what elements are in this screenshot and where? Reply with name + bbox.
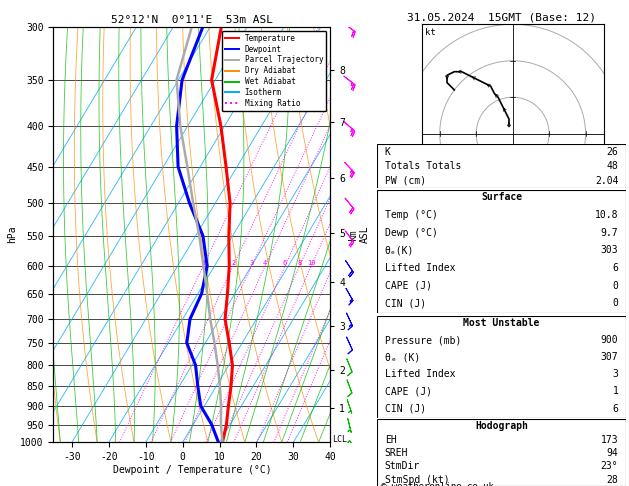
Text: 31.05.2024  15GMT (Base: 12): 31.05.2024 15GMT (Base: 12) <box>407 12 596 22</box>
Text: 26: 26 <box>606 147 618 156</box>
Text: K: K <box>385 147 391 156</box>
Text: 8: 8 <box>298 260 302 266</box>
Y-axis label: km
ASL: km ASL <box>348 226 369 243</box>
Text: 48: 48 <box>606 161 618 171</box>
Text: 4: 4 <box>263 260 267 266</box>
Text: 3: 3 <box>613 369 618 380</box>
Text: 307: 307 <box>601 352 618 363</box>
Text: LCL: LCL <box>332 435 347 444</box>
X-axis label: Dewpoint / Temperature (°C): Dewpoint / Temperature (°C) <box>113 465 271 475</box>
Text: 94: 94 <box>606 448 618 458</box>
Text: StmDir: StmDir <box>385 461 420 471</box>
Text: Totals Totals: Totals Totals <box>385 161 461 171</box>
Text: Surface: Surface <box>481 192 522 202</box>
Text: SREH: SREH <box>385 448 408 458</box>
Text: 10.8: 10.8 <box>595 210 618 220</box>
Text: 3: 3 <box>250 260 253 266</box>
Text: EH: EH <box>385 435 397 445</box>
Text: 173: 173 <box>601 435 618 445</box>
Text: 6: 6 <box>613 263 618 273</box>
Text: PW (cm): PW (cm) <box>385 176 426 186</box>
Text: Pressure (mb): Pressure (mb) <box>385 335 461 346</box>
Text: 23°: 23° <box>601 461 618 471</box>
Text: 9.7: 9.7 <box>601 227 618 238</box>
Text: 6: 6 <box>283 260 287 266</box>
Text: Lifted Index: Lifted Index <box>385 369 455 380</box>
Text: CAPE (J): CAPE (J) <box>385 281 432 291</box>
Text: θₑ(K): θₑ(K) <box>385 245 415 255</box>
Text: 0: 0 <box>613 298 618 309</box>
Text: CIN (J): CIN (J) <box>385 298 426 309</box>
Text: 6: 6 <box>613 403 618 414</box>
Text: 1: 1 <box>201 260 205 266</box>
Text: StmSpd (kt): StmSpd (kt) <box>385 475 450 485</box>
Text: 0: 0 <box>613 281 618 291</box>
Text: 1: 1 <box>613 386 618 397</box>
Text: Most Unstable: Most Unstable <box>464 318 540 329</box>
Text: 2: 2 <box>231 260 235 266</box>
Text: Lifted Index: Lifted Index <box>385 263 455 273</box>
Text: Dewp (°C): Dewp (°C) <box>385 227 438 238</box>
Text: Temp (°C): Temp (°C) <box>385 210 438 220</box>
Title: 52°12'N  0°11'E  53m ASL: 52°12'N 0°11'E 53m ASL <box>111 15 273 25</box>
Text: CAPE (J): CAPE (J) <box>385 386 432 397</box>
Text: kt: kt <box>425 28 436 37</box>
Legend: Temperature, Dewpoint, Parcel Trajectory, Dry Adiabat, Wet Adiabat, Isotherm, Mi: Temperature, Dewpoint, Parcel Trajectory… <box>222 31 326 111</box>
Text: © weatheronline.co.uk: © weatheronline.co.uk <box>381 482 493 486</box>
Text: 2.04: 2.04 <box>595 176 618 186</box>
Text: θₑ (K): θₑ (K) <box>385 352 420 363</box>
Text: CIN (J): CIN (J) <box>385 403 426 414</box>
Text: 303: 303 <box>601 245 618 255</box>
Text: 900: 900 <box>601 335 618 346</box>
Text: 28: 28 <box>606 475 618 485</box>
Text: 10: 10 <box>307 260 316 266</box>
Y-axis label: hPa: hPa <box>8 226 18 243</box>
Text: Hodograph: Hodograph <box>475 421 528 432</box>
